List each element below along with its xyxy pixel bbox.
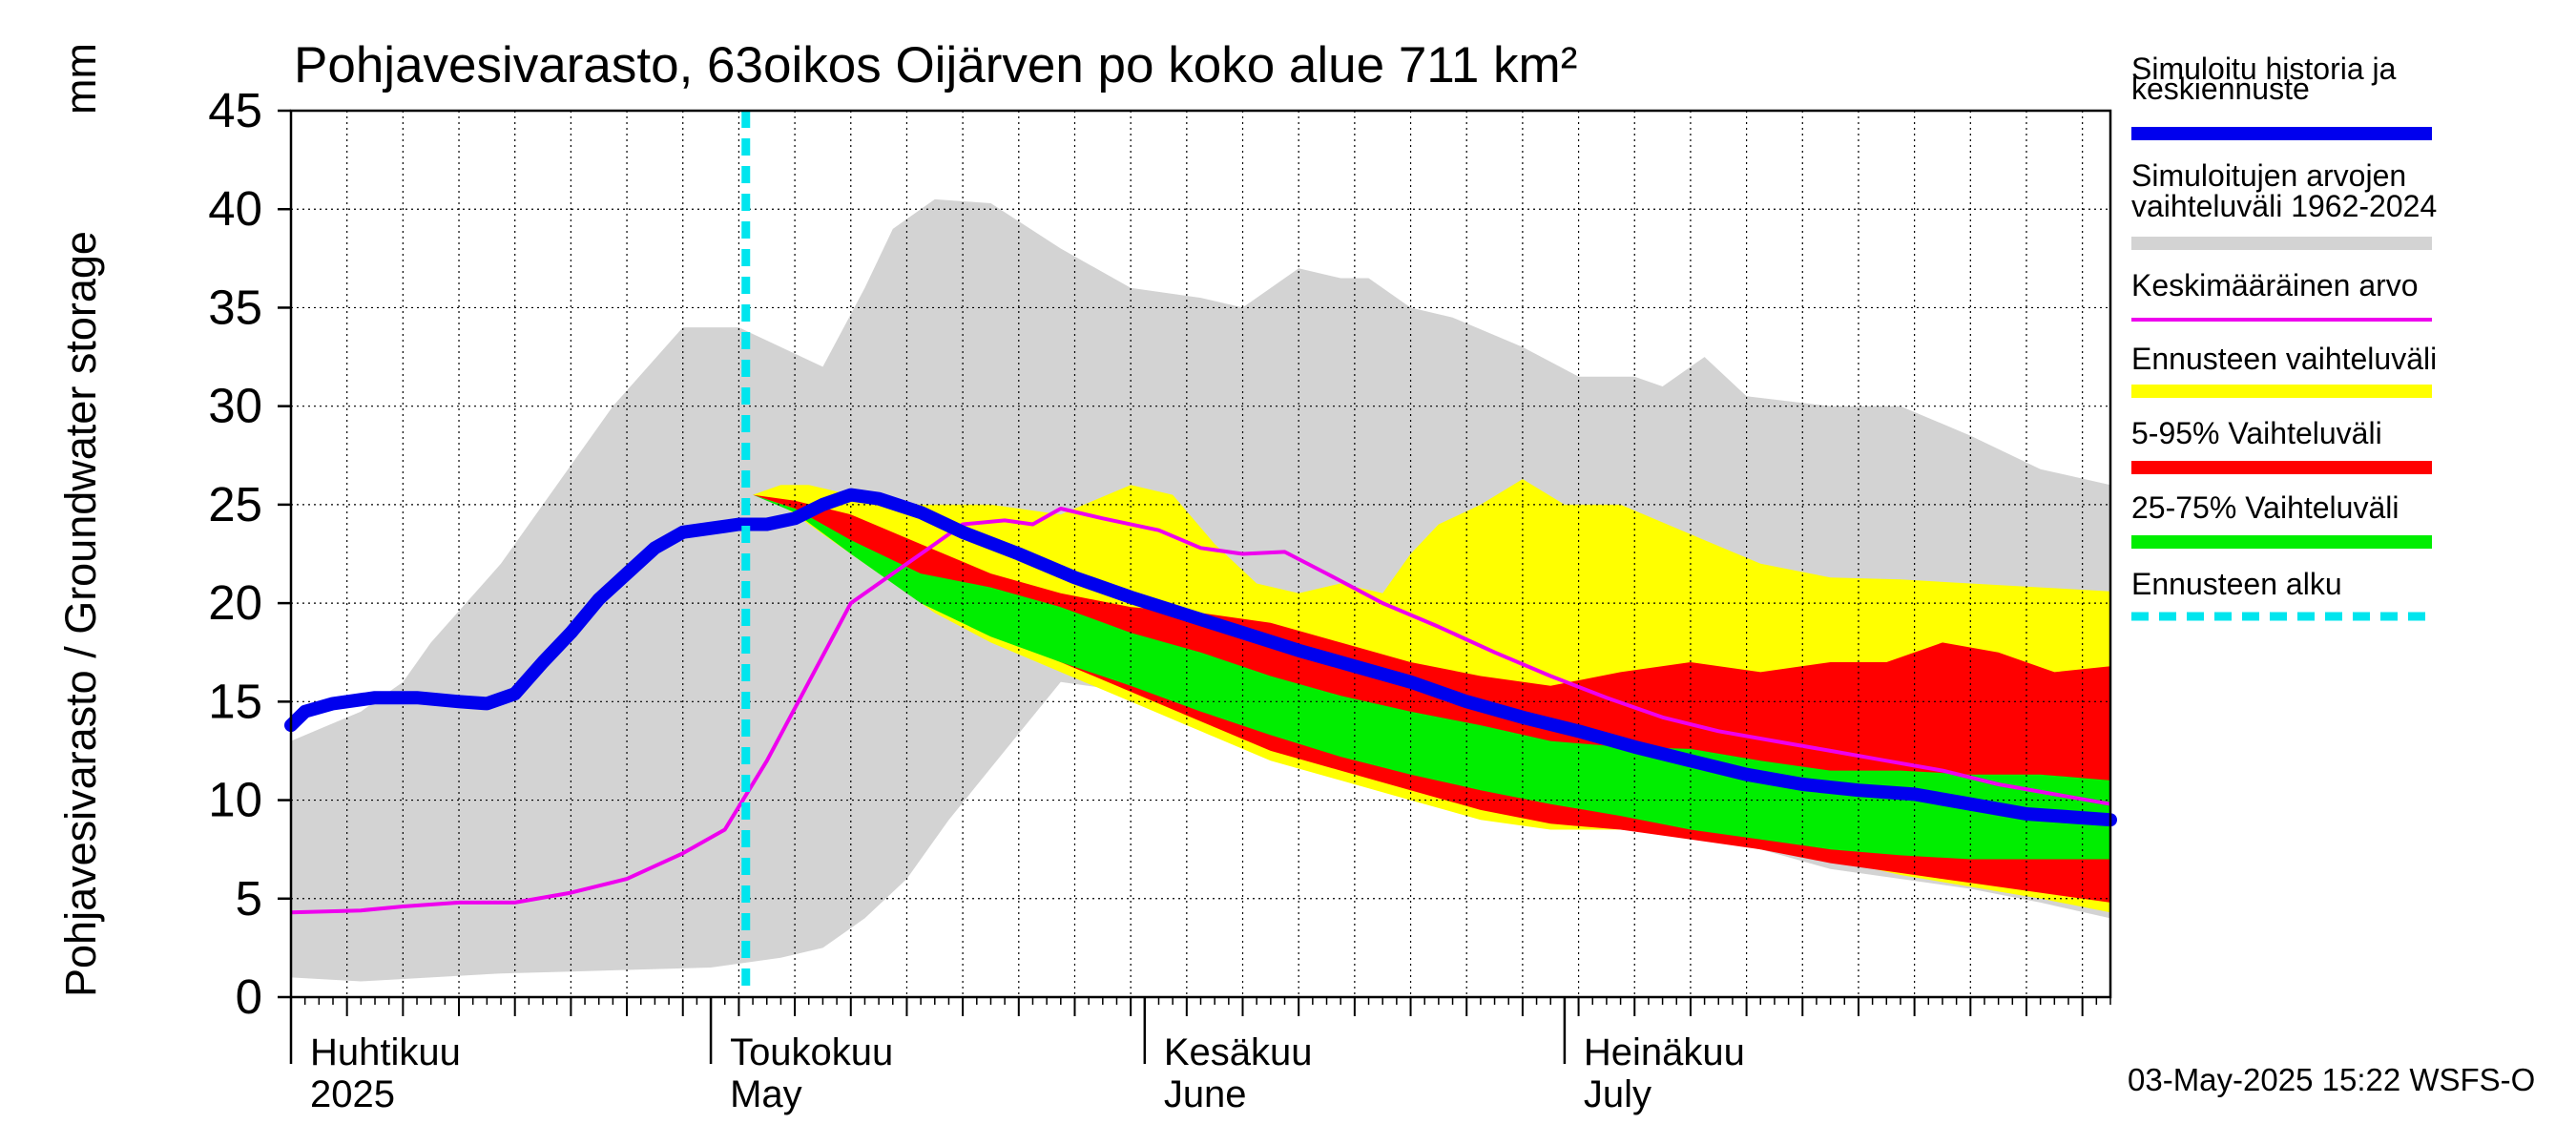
mean-line	[290, 507, 2111, 915]
x-month-label: Heinäkuu	[1584, 1031, 1745, 1073]
y-tick-label: 40	[208, 181, 262, 236]
grid	[291, 111, 2110, 997]
timestamp: 03-May-2025 15:22 WSFS-O	[2128, 1062, 2535, 1097]
legend-label: 25-75% Vaihteluväli	[2131, 490, 2399, 525]
legend-label: Keskimääräinen arvo	[2131, 268, 2419, 302]
range-bands	[291, 198, 2110, 982]
axes: 051015202530354045Huhtikuu2025ToukokuuMa…	[208, 83, 2112, 1115]
legend-label: vaihteluväli 1962-2024	[2131, 189, 2437, 223]
x-month-sublabel: July	[1584, 1073, 1652, 1115]
x-month-sublabel: 2025	[310, 1073, 395, 1115]
chart-title: Pohjavesivarasto, 63oikos Oijärven po ko…	[294, 37, 1577, 94]
legend-label: 5-95% Vaihteluväli	[2131, 416, 2382, 450]
y-tick-label: 10	[208, 773, 262, 827]
y-tick-label: 5	[236, 871, 262, 926]
x-month-sublabel: May	[730, 1073, 802, 1115]
y-tick-label: 0	[236, 969, 262, 1024]
median-line	[284, 488, 2117, 827]
y-tick-label: 45	[208, 83, 262, 137]
x-month-label: Kesäkuu	[1164, 1031, 1313, 1073]
x-month-sublabel: June	[1164, 1073, 1247, 1115]
legend-label: Ennusteen alku	[2131, 567, 2342, 601]
y-tick-label: 30	[208, 379, 262, 433]
y-axis-label: Pohjavesivarasto / Groundwater storage	[56, 231, 105, 997]
x-month-label: Huhtikuu	[310, 1031, 461, 1073]
p25-75-band	[753, 494, 2110, 860]
y-tick-label: 20	[208, 575, 262, 630]
series-lines	[284, 111, 2117, 997]
legend-label: Simuloitujen arvojen	[2131, 158, 2406, 193]
y-tick-label: 15	[208, 674, 262, 728]
legend-label: keskiennuste	[2131, 72, 2310, 106]
y-tick-label: 35	[208, 280, 262, 334]
legend-label: Ennusteen vaihteluväli	[2131, 342, 2437, 376]
y-axis-unit: mm	[56, 43, 105, 114]
x-month-label: Toukokuu	[730, 1031, 893, 1073]
legend-label: Simuloitu historia ja	[2131, 52, 2397, 86]
y-tick-label: 25	[208, 477, 262, 531]
